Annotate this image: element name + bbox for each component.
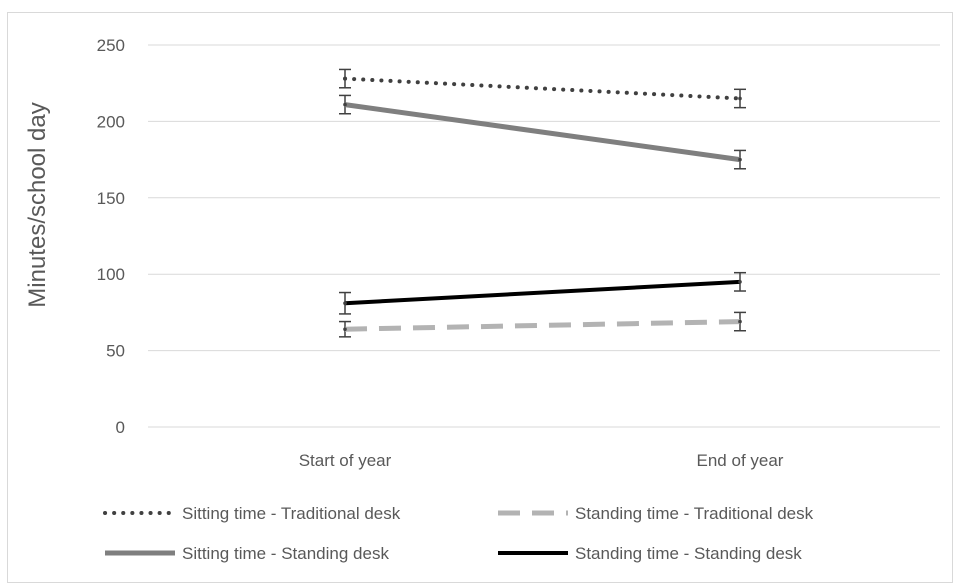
series-line [344, 319, 741, 332]
series-line [344, 279, 741, 306]
series-line [343, 76, 742, 101]
y-axis-ticks: 0 50 100 150 200 250 [97, 36, 125, 437]
series-standing-time-standing-desk [339, 271, 746, 315]
legend-item: Standing time - Traditional desk [498, 504, 814, 523]
series-standing-time-traditional-desk [339, 311, 746, 338]
series-sitting-time-traditional-desk [339, 68, 746, 109]
data-point [738, 96, 742, 101]
y-axis-title: Minutes/school day [24, 102, 51, 307]
data-point [738, 280, 742, 284]
legend-item: Sitting time - Standing desk [105, 544, 389, 563]
y-tick-label: 250 [97, 36, 125, 55]
y-tick-label: 150 [97, 189, 125, 208]
legend-label: Sitting time - Traditional desk [182, 504, 401, 523]
legend-item: Sitting time - Traditional desk [103, 504, 401, 523]
legend: Sitting time - Traditional desk Standing … [103, 504, 814, 563]
series-lines [339, 68, 746, 338]
data-point [738, 319, 742, 324]
data-point [343, 76, 347, 81]
series-sitting-time-standing-desk [339, 94, 746, 170]
data-point [343, 327, 347, 332]
legend-item: Standing time - Standing desk [498, 544, 802, 563]
x-tick-label: End of year [697, 451, 784, 470]
x-axis-ticks: Start of year End of year [299, 451, 784, 470]
gridlines [148, 44, 940, 428]
data-point [343, 301, 347, 306]
legend-label: Sitting time - Standing desk [182, 544, 389, 563]
y-tick-label: 100 [97, 265, 125, 284]
x-tick-label: Start of year [299, 451, 392, 470]
y-tick-label: 0 [116, 418, 125, 437]
series-line [344, 102, 741, 163]
y-tick-label: 200 [97, 112, 125, 131]
y-tick-label: 50 [106, 342, 125, 361]
data-point [738, 157, 742, 162]
legend-label: Standing time - Standing desk [575, 544, 802, 563]
data-point [343, 102, 347, 107]
legend-label: Standing time - Traditional desk [575, 504, 814, 523]
